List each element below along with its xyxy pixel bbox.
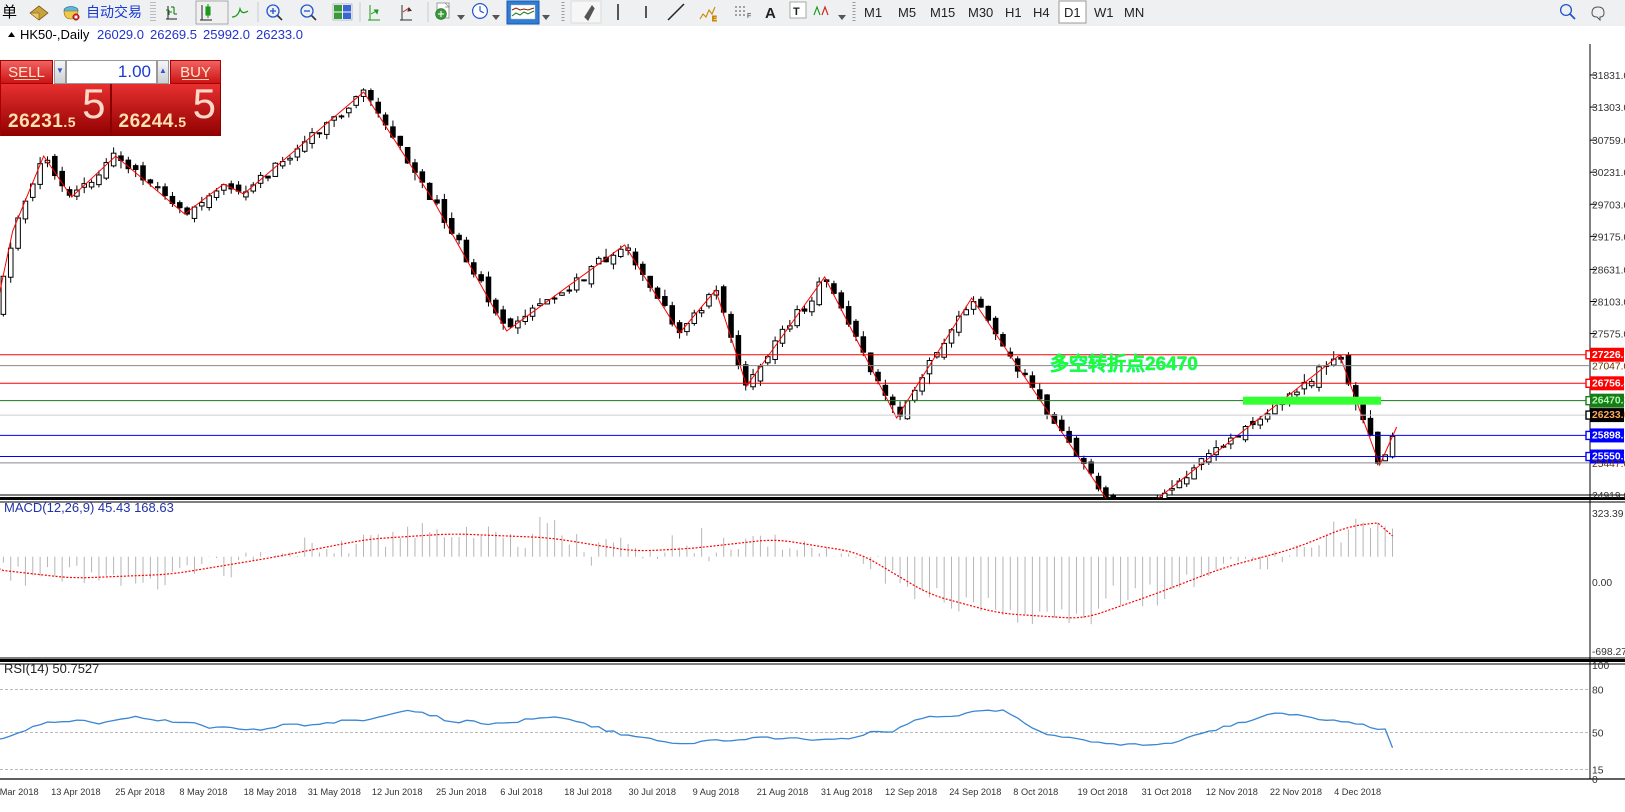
svg-text:A: A <box>765 5 776 22</box>
svg-text:H4: H4 <box>1033 5 1050 20</box>
svg-text:25 Apr 2018: 25 Apr 2018 <box>115 787 165 797</box>
svg-text:RSI(14) 50.7527: RSI(14) 50.7527 <box>4 661 99 676</box>
svg-text:24919.0: 24919.0 <box>1592 491 1625 498</box>
svg-text:6 Jul 2018: 6 Jul 2018 <box>500 787 542 797</box>
svg-text:29703.0: 29703.0 <box>1592 200 1625 211</box>
svg-text:21 Aug 2018: 21 Aug 2018 <box>757 787 809 797</box>
svg-text:27226.3: 27226.3 <box>1592 350 1625 361</box>
svg-text:27575.0: 27575.0 <box>1592 330 1625 341</box>
svg-text:H1: H1 <box>1005 5 1022 20</box>
svg-text:27047.0: 27047.0 <box>1592 362 1625 373</box>
svg-text:W1: W1 <box>1094 5 1114 20</box>
svg-text:26233.0: 26233.0 <box>256 27 303 42</box>
svg-text:M1: M1 <box>864 5 882 20</box>
svg-text:12 Jun 2018: 12 Jun 2018 <box>372 787 423 797</box>
svg-text:28103.0: 28103.0 <box>1592 297 1625 308</box>
svg-text:MACD(12,26,9) 45.43 168.63: MACD(12,26,9) 45.43 168.63 <box>4 500 174 515</box>
svg-text:MN: MN <box>1124 5 1144 20</box>
svg-text:323.39: 323.39 <box>1592 509 1624 520</box>
svg-text:22 Nov 2018: 22 Nov 2018 <box>1270 787 1322 797</box>
svg-text:31831.0: 31831.0 <box>1592 71 1625 82</box>
svg-text:100: 100 <box>1592 661 1609 672</box>
svg-text:30759.0: 30759.0 <box>1592 136 1625 147</box>
svg-text:25447.0: 25447.0 <box>1592 459 1625 470</box>
svg-text:D1: D1 <box>1064 5 1081 20</box>
svg-text:50: 50 <box>1592 729 1604 740</box>
svg-text:18 Jul 2018: 18 Jul 2018 <box>564 787 612 797</box>
svg-text:31 May 2018: 31 May 2018 <box>308 787 361 797</box>
svg-text:0.00: 0.00 <box>1592 578 1612 589</box>
svg-text:26470.3: 26470.3 <box>1592 396 1625 407</box>
svg-text:19 Oct 2018: 19 Oct 2018 <box>1078 787 1128 797</box>
svg-text:25898.3: 25898.3 <box>1592 430 1625 441</box>
svg-text:M5: M5 <box>898 5 916 20</box>
svg-text:26756.4: 26756.4 <box>1592 378 1625 389</box>
svg-text:-698.27: -698.27 <box>1592 647 1625 658</box>
svg-text:8 Oct 2018: 8 Oct 2018 <box>1013 787 1058 797</box>
svg-text:29175.0: 29175.0 <box>1592 232 1625 243</box>
svg-text:8 May 2018: 8 May 2018 <box>179 787 227 797</box>
svg-text:30231.0: 30231.0 <box>1592 168 1625 179</box>
svg-text:多空转折点26470: 多空转折点26470 <box>1050 352 1198 375</box>
svg-text:31 Aug 2018: 31 Aug 2018 <box>821 787 873 797</box>
svg-text:31303.0: 31303.0 <box>1592 103 1625 114</box>
svg-text:31 Oct 2018: 31 Oct 2018 <box>1142 787 1192 797</box>
svg-text:E: E <box>712 16 717 23</box>
svg-text:12 Sep 2018: 12 Sep 2018 <box>885 787 937 797</box>
svg-text:29 Mar 2018: 29 Mar 2018 <box>0 787 39 797</box>
svg-text:13 Apr 2018: 13 Apr 2018 <box>51 787 101 797</box>
svg-text:26269.5: 26269.5 <box>150 27 197 42</box>
svg-text:25 Jun 2018: 25 Jun 2018 <box>436 787 487 797</box>
svg-text:25992.0: 25992.0 <box>203 27 250 42</box>
svg-text:M15: M15 <box>930 5 955 20</box>
svg-text:M30: M30 <box>968 5 993 20</box>
svg-text:T: T <box>793 6 800 18</box>
svg-text:80: 80 <box>1592 686 1604 697</box>
svg-text:28631.0: 28631.0 <box>1592 265 1625 276</box>
svg-text:30 Jul 2018: 30 Jul 2018 <box>629 787 677 797</box>
svg-text:12 Nov 2018: 12 Nov 2018 <box>1206 787 1258 797</box>
svg-text:26233.0: 26233.0 <box>1592 410 1625 421</box>
svg-text:18 May 2018: 18 May 2018 <box>244 787 297 797</box>
svg-text:9 Aug 2018: 9 Aug 2018 <box>693 787 740 797</box>
svg-text:F: F <box>747 13 751 20</box>
svg-text:4 Dec 2018: 4 Dec 2018 <box>1334 787 1381 797</box>
svg-text:26029.0: 26029.0 <box>97 27 144 42</box>
svg-text:自动交易: 自动交易 <box>86 4 142 20</box>
svg-text:24 Sep 2018: 24 Sep 2018 <box>949 787 1001 797</box>
svg-text:HK50-,Daily: HK50-,Daily <box>20 27 90 42</box>
svg-text:单: 单 <box>2 4 17 21</box>
svg-text:0: 0 <box>1592 775 1598 786</box>
